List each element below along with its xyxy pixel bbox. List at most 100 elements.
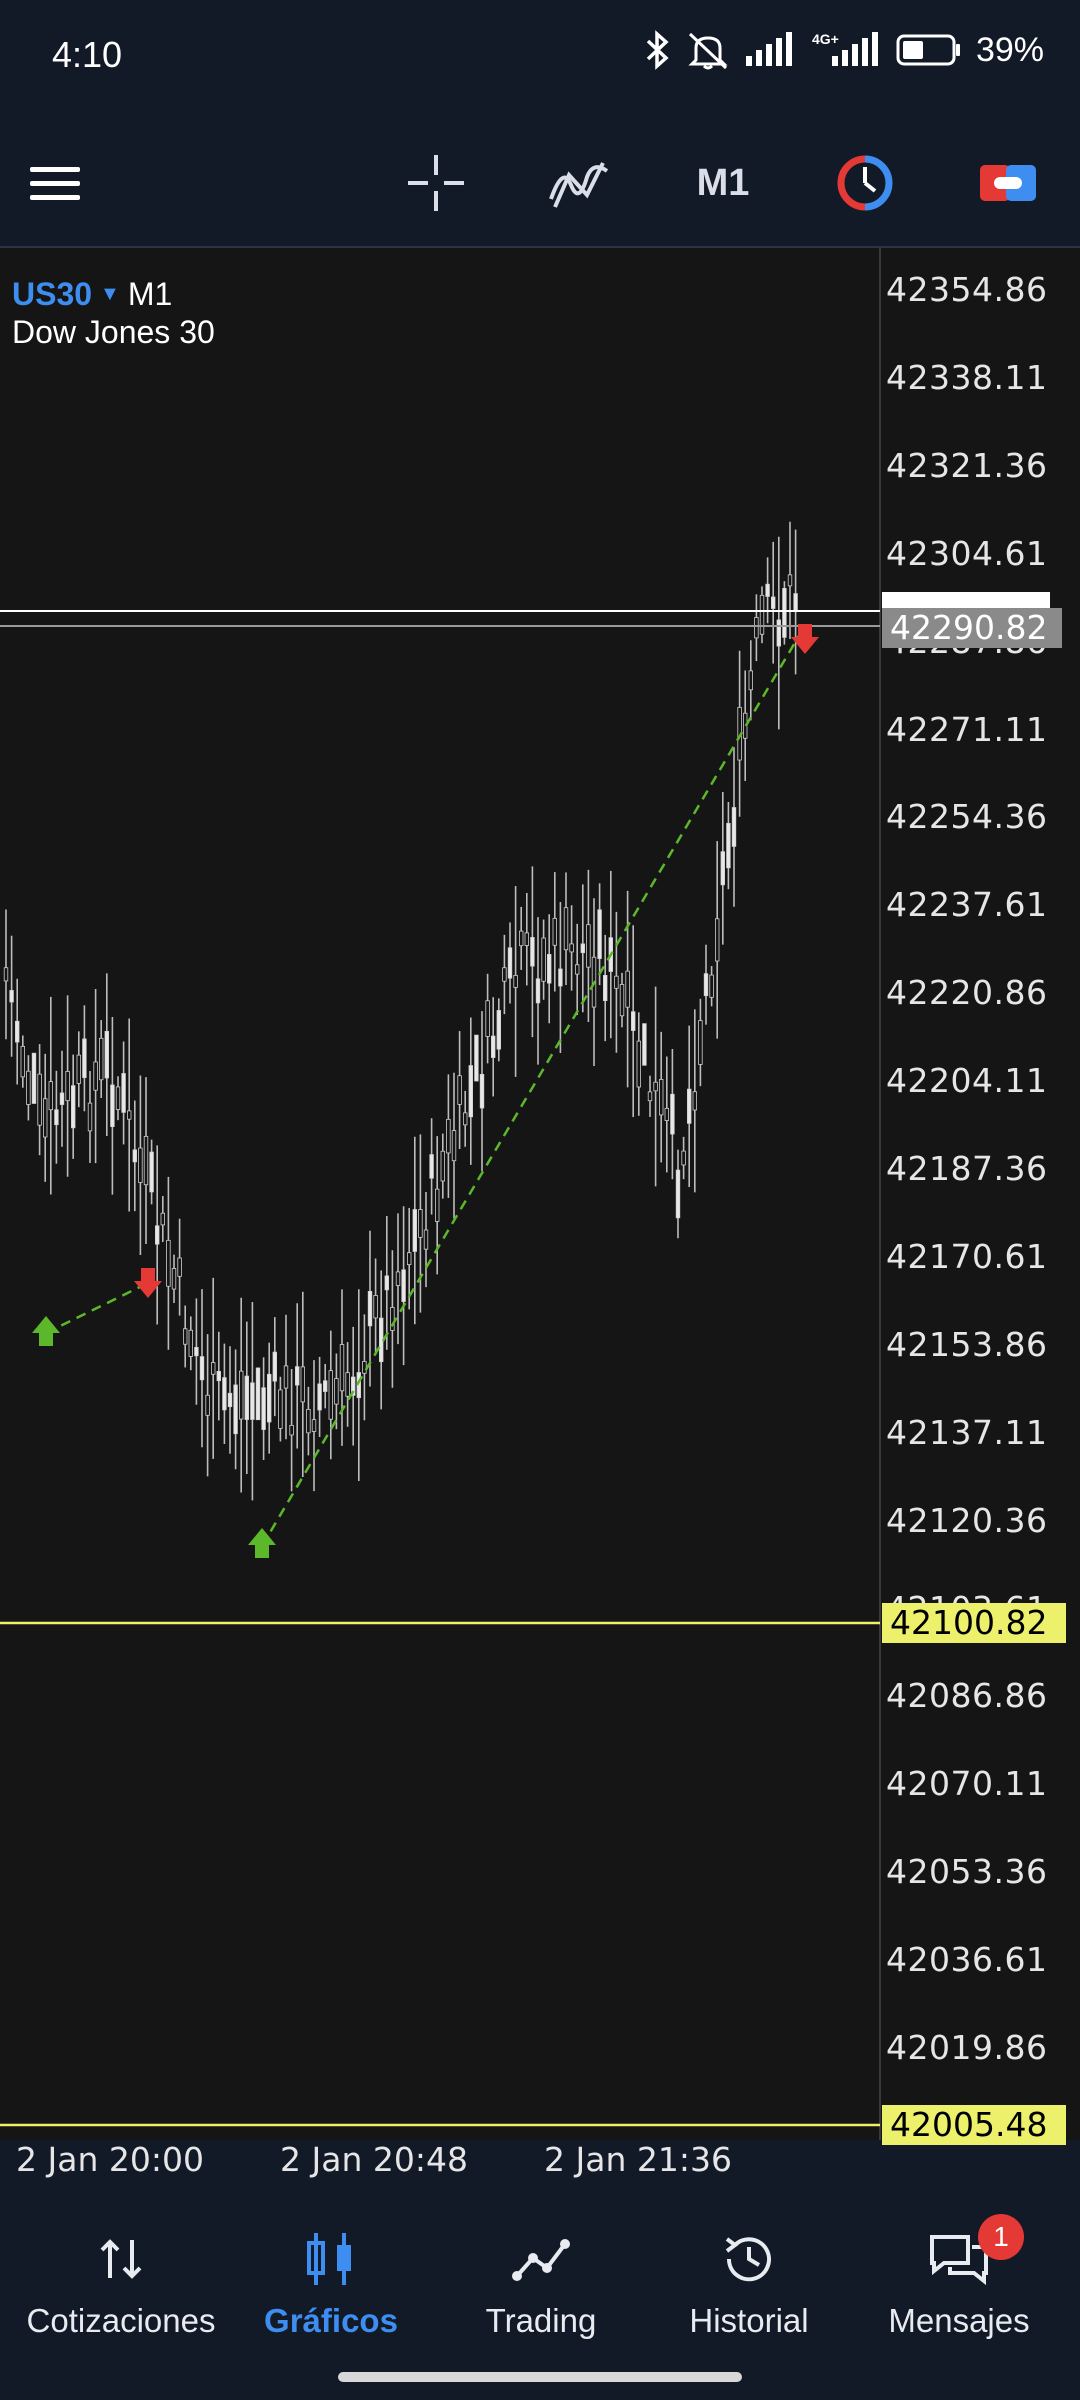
candle-body <box>558 968 563 987</box>
price-axis-label: 42153.86 <box>886 1324 1048 1364</box>
level-price-tag-1: 42100.82 <box>882 1603 1066 1643</box>
candle-body <box>530 937 535 967</box>
candle-body <box>199 1356 205 1381</box>
sell-arrow-2 <box>791 624 819 654</box>
candle-body <box>31 1052 37 1104</box>
candle-body <box>552 917 557 946</box>
battery-percent: 39% <box>975 30 1044 69</box>
candle-body <box>625 970 630 1008</box>
candle-body <box>9 990 14 1003</box>
candle-body <box>507 947 513 979</box>
candle-body <box>115 1086 121 1110</box>
price-chart[interactable] <box>0 248 1080 2140</box>
candle-body <box>65 1071 70 1102</box>
candle-body <box>474 1034 479 1082</box>
candle-body <box>294 1366 300 1386</box>
signal-icon <box>745 32 792 66</box>
candle-body <box>412 1209 417 1252</box>
price-axis-label: 42304.61 <box>886 533 1048 573</box>
candle-body <box>59 1092 65 1105</box>
candle-body <box>227 1392 233 1408</box>
candle-body <box>513 974 518 988</box>
candle-body <box>93 1061 98 1091</box>
nav-charts[interactable]: Gráficos <box>226 2224 436 2340</box>
level-price-tag-2: 42005.48 <box>882 2105 1066 2145</box>
candle-body <box>222 1377 227 1411</box>
signal-4g-icon: 4G+ <box>812 31 878 66</box>
candle-body <box>266 1373 272 1423</box>
candle-body <box>289 1424 294 1436</box>
candle-body <box>479 1073 485 1109</box>
indicators-icon <box>549 162 609 208</box>
candle-body <box>771 596 776 609</box>
sell-arrow-1 <box>134 1268 162 1298</box>
candle-body <box>547 954 552 984</box>
price-axis-label: 42338.11 <box>886 357 1048 397</box>
buy-arrow-1 <box>32 1316 60 1346</box>
crosshair-button[interactable] <box>404 148 468 218</box>
one-click-trading-button[interactable] <box>832 148 898 218</box>
ask-price-tag <box>882 592 1050 610</box>
time-label-1: 2 Jan 20:00 <box>16 2140 204 2179</box>
candle-body <box>283 1365 289 1389</box>
price-axis-label: 42271.11 <box>886 709 1048 749</box>
candle-body <box>748 670 753 691</box>
hamburger-icon <box>30 167 80 200</box>
candle-body <box>339 1344 345 1392</box>
price-axis-label: 42354.86 <box>886 270 1048 309</box>
candle-body <box>121 1073 126 1113</box>
candle-body <box>490 1035 496 1058</box>
candle-body <box>110 1084 115 1128</box>
candle-body <box>692 1091 697 1111</box>
bid-price-tag: 42290.82 <box>882 608 1062 648</box>
candle-body <box>244 1375 249 1420</box>
candle-body <box>182 1328 188 1345</box>
chart-canvas[interactable] <box>0 248 1080 2140</box>
menu-button[interactable] <box>24 148 86 218</box>
price-axis-label: 42036.61 <box>886 1940 1048 1980</box>
candle-body <box>127 1110 132 1120</box>
candle-body <box>524 932 529 946</box>
candle-body <box>132 1149 137 1163</box>
candle-body <box>166 1239 171 1287</box>
timeframe-button[interactable]: M1 <box>688 148 758 218</box>
symbol-selector[interactable]: US30 ▼ M1 <box>12 276 172 313</box>
caret-down-icon: ▼ <box>100 283 120 305</box>
candle-body <box>776 619 781 647</box>
price-axis-label: 42070.11 <box>886 1764 1048 1804</box>
symbol-name: US30 <box>12 276 93 312</box>
candle-body <box>356 1372 361 1399</box>
candle-body <box>569 943 574 953</box>
candle-body <box>731 807 737 847</box>
candle-body <box>104 1030 109 1079</box>
candle-body <box>642 1023 647 1066</box>
nav-charts-label: Gráficos <box>264 2302 398 2339</box>
buy-arrow-2 <box>248 1528 276 1558</box>
battery-icon <box>896 34 960 66</box>
nav-quotes[interactable]: Cotizaciones <box>16 2224 226 2340</box>
indicators-button[interactable] <box>544 148 614 218</box>
candle-body <box>367 1290 373 1327</box>
candle-body <box>99 1037 104 1081</box>
nav-messages[interactable]: Mensajes 1 <box>854 2214 1064 2340</box>
candle-body <box>87 1102 93 1132</box>
messages-badge: 1 <box>978 2214 1024 2260</box>
candle-body <box>485 1000 490 1037</box>
candle-body <box>647 1091 653 1102</box>
candle-body <box>250 1382 255 1420</box>
candle-body <box>765 583 770 597</box>
candle-body <box>519 930 524 947</box>
trade-button[interactable] <box>976 148 1040 218</box>
nav-history[interactable]: Historial <box>644 2224 854 2340</box>
candle-body <box>496 1010 501 1050</box>
svg-text:4G+: 4G+ <box>812 31 839 47</box>
history-icon <box>725 2237 771 2282</box>
price-axis-label: 42019.86 <box>886 2028 1048 2067</box>
candle-body <box>698 1020 703 1065</box>
home-indicator[interactable] <box>338 2372 742 2382</box>
candle-body <box>188 1329 193 1357</box>
candle-body <box>636 1040 641 1088</box>
candle-body <box>440 1150 445 1182</box>
candle-body <box>535 978 541 1004</box>
nav-trading[interactable]: Trading <box>436 2224 646 2340</box>
